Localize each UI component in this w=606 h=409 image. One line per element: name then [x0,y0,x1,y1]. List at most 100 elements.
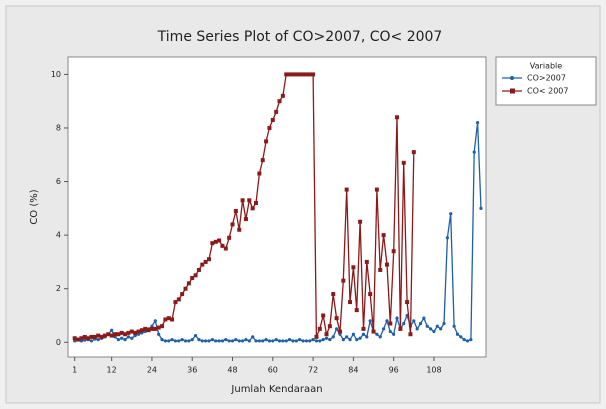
marker [156,325,161,330]
marker [264,139,269,144]
marker [257,339,261,343]
marker [311,72,316,77]
marker [130,336,134,340]
marker [284,72,289,77]
marker [375,332,379,336]
marker [435,324,439,328]
marker [271,339,275,343]
marker [381,327,386,331]
marker [149,326,154,331]
marker [281,339,285,343]
marker [96,333,101,338]
marker [120,336,124,340]
marker [190,275,195,280]
marker [344,187,349,192]
x-tick-label: 36 [187,366,197,375]
marker [385,319,389,323]
marker [290,72,295,77]
marker [476,121,480,125]
marker [324,336,329,340]
marker [207,339,211,343]
marker [200,339,204,343]
marker [297,72,302,77]
marker [405,300,410,305]
plot-area [67,56,487,358]
marker [72,336,77,341]
marker [110,328,114,332]
marker [304,72,309,77]
marker [445,236,449,240]
marker [392,332,396,336]
marker [348,300,353,305]
marker [223,246,228,251]
marker [311,337,315,342]
marker [378,335,382,339]
marker [267,125,272,130]
legend-marker [510,88,515,94]
marker [402,321,406,326]
marker [270,117,275,122]
marker [472,150,476,154]
marker [83,338,87,342]
x-axis-label: Jumlah Kendaraan [230,384,322,395]
marker [341,337,345,342]
marker [250,206,255,211]
marker [287,337,292,342]
marker [234,337,238,342]
marker [79,336,84,341]
marker [76,337,81,342]
marker [317,326,322,331]
marker [213,239,218,244]
marker [291,339,295,343]
marker [247,198,252,203]
marker [82,334,87,339]
marker [348,337,352,342]
marker [355,337,359,342]
marker [328,337,332,342]
marker [116,337,120,342]
marker [166,316,171,321]
marker [210,337,214,342]
marker [119,330,124,335]
marker [237,227,242,232]
marker [361,332,366,336]
x-tick-label: 60 [268,366,278,375]
y-tick-label: 0 [56,338,61,347]
marker [113,332,118,337]
marker [374,187,379,192]
marker [381,233,386,238]
y-axis-label: CO (%) [29,189,40,224]
marker [210,241,215,246]
marker [314,339,319,343]
y-tick-label: 10 [51,70,61,79]
marker [422,316,426,320]
marker [227,235,232,240]
marker [321,313,326,318]
marker [345,335,349,339]
marker [277,99,282,104]
marker [361,326,366,331]
marker [415,327,419,331]
marker [368,319,372,323]
marker [331,335,335,339]
marker [109,333,114,338]
marker [224,337,228,342]
x-tick-label: 12 [107,366,117,375]
marker [351,265,356,270]
marker [230,222,235,227]
marker [196,267,201,272]
marker [160,324,165,329]
marker [318,339,322,343]
marker [334,316,339,321]
marker [163,339,167,343]
marker [257,171,262,176]
marker [167,339,171,343]
marker [455,332,460,336]
marker [398,326,403,331]
marker [321,337,325,342]
marker [163,317,168,322]
marker [425,324,429,328]
marker [96,337,100,342]
marker [260,158,265,163]
